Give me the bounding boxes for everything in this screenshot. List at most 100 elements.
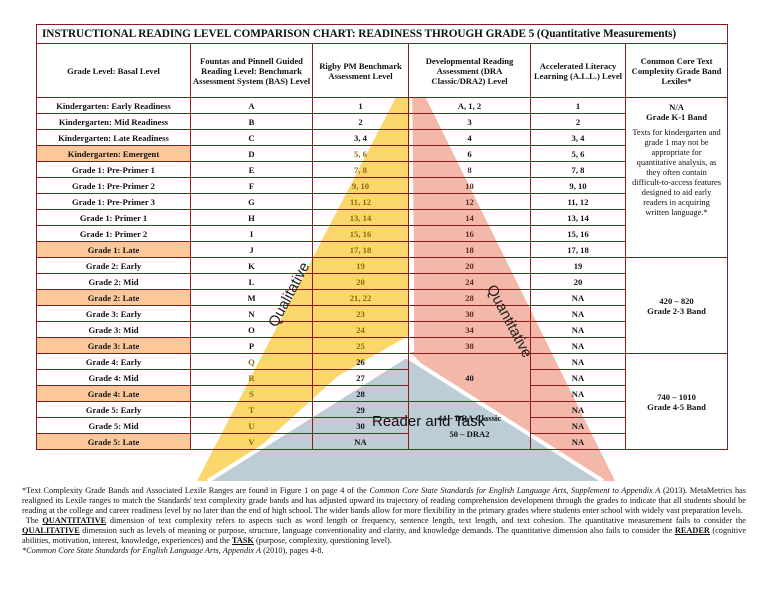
grade-level-cell: Kindergarten: Emergent — [36, 145, 191, 162]
dra-cell: 12 — [408, 193, 531, 210]
rigby-cell: NA — [312, 433, 409, 450]
grade-level-cell: Grade 4: Early — [36, 353, 191, 370]
dra-cell: 24 — [408, 273, 531, 290]
dra-cell: 20 — [408, 257, 531, 274]
fountas-pinnell-cell: F — [190, 177, 313, 194]
lexile-g23-band: Grade 2-3 Band — [647, 305, 706, 316]
dra-cell: 16 — [408, 225, 531, 242]
grade-level-cell: Kindergarten: Early Readiness — [36, 97, 191, 114]
rigby-cell: 5, 6 — [312, 145, 409, 162]
all-cell: NA — [530, 353, 626, 370]
rigby-cell: 27 — [312, 369, 409, 386]
grade-level-cell: Grade 1: Pre-Primer 3 — [36, 193, 191, 210]
grade-level-cell: Grade 3: Late — [36, 337, 191, 354]
footnotes: *Text Complexity Grade Bands and Associa… — [22, 486, 746, 556]
all-cell: 9, 10 — [530, 177, 626, 194]
all-cell: NA — [530, 417, 626, 434]
grade-level-cell: Kindergarten: Mid Readiness — [36, 113, 191, 130]
grade-level-cell: Kindergarten: Late Readiness — [36, 129, 191, 146]
grade-level-cell: Grade 5: Late — [36, 433, 191, 450]
table-row: Grade 1: Pre-Primer 3 G 11, 12 12 11, 12 — [36, 193, 728, 210]
table-row: Kindergarten: Emergent D 5, 6 6 5, 6 — [36, 145, 728, 162]
all-cell: 15, 16 — [530, 225, 626, 242]
lexile-k1-na: N/A — [669, 102, 684, 112]
lexile-k1-note: Texts for kindergarten and grade 1 may n… — [632, 128, 721, 217]
all-cell: 11, 12 — [530, 193, 626, 210]
lexile-g23-range: 420 – 820 — [659, 295, 694, 306]
fountas-pinnell-cell: D — [190, 145, 313, 162]
rigby-cell: 1 — [312, 97, 409, 114]
table-row: Grade 5: Late V NA NA — [36, 433, 728, 450]
grade-level-cell: Grade 2: Early — [36, 257, 191, 274]
fountas-pinnell-cell: H — [190, 209, 313, 226]
grade-level-cell: Grade 1: Primer 2 — [36, 225, 191, 242]
footnote-quantitative: The QUANTITATIVE dimension of text compl… — [22, 516, 746, 545]
all-cell: 5, 6 — [530, 145, 626, 162]
table-row: Grade 4: Early Q 26 40 NA 740 – 1010 Grade 4-5… — [36, 353, 729, 450]
lexile-g45-cell: 740 – 1010 Grade 4-5 Band — [624, 353, 729, 450]
dra-grade5-dra2: 50 – DRA2 — [449, 428, 490, 439]
table-row: Kindergarten: Mid Readiness B 2 3 2 — [36, 113, 728, 130]
header-grade-level: Grade Level: Basal Level — [36, 43, 191, 98]
fountas-pinnell-cell: B — [190, 113, 313, 130]
fountas-pinnell-cell: A — [190, 97, 313, 114]
grade-level-cell: Grade 5: Mid — [36, 417, 191, 434]
grade-level-cell: Grade 5: Early — [36, 401, 191, 418]
table-row: Grade 3: Late P 25 38 NA — [36, 337, 728, 354]
footnote-lexile: *Text Complexity Grade Bands and Associa… — [22, 486, 747, 515]
fountas-pinnell-cell: J — [190, 241, 313, 258]
grade-level-cell: Grade 3: Early — [36, 305, 191, 322]
reader-task-label: Reader and Task — [372, 413, 486, 430]
all-cell: 19 — [530, 257, 626, 274]
fountas-pinnell-cell: T — [190, 401, 313, 418]
header-ccss-lexiles: Common Core Text Complexity Grade Band L… — [624, 43, 729, 98]
rigby-cell: 19 — [312, 257, 409, 274]
all-cell: 7, 8 — [530, 161, 626, 178]
header-rigby: Rigby PM Benchmark Assessment Level — [312, 43, 409, 98]
all-cell: 17, 18 — [530, 241, 626, 258]
lexile-g23-cell: 420 – 820 Grade 2-3 Band — [624, 257, 729, 354]
all-cell: 1 — [530, 97, 626, 114]
table-row: Grade 2: Mid L 20 24 20 — [36, 273, 728, 290]
fountas-pinnell-cell: V — [190, 433, 313, 450]
fountas-pinnell-cell: S — [190, 385, 313, 402]
grade-level-cell: Grade 1: Late — [36, 241, 191, 258]
rigby-cell: 25 — [312, 337, 409, 354]
table-row: Grade 1: Pre-Primer 2 F 9, 10 10 9, 10 — [36, 177, 728, 194]
fountas-pinnell-cell: N — [190, 305, 313, 322]
dra-grade4-cell: 40 — [408, 353, 531, 402]
dra-cell: 18 — [408, 241, 531, 258]
all-cell: NA — [530, 321, 626, 338]
chart-title: INSTRUCTIONAL READING LEVEL COMPARISON C… — [35, 24, 729, 44]
rigby-cell: 21, 22 — [312, 289, 409, 306]
grade-level-cell: Grade 3: Mid — [36, 321, 191, 338]
fountas-pinnell-cell: U — [190, 417, 313, 434]
all-cell: NA — [530, 289, 626, 306]
grade-level-cell: Grade 1: Pre-Primer 1 — [36, 161, 191, 178]
lexile-g45-range: 740 – 1010 — [657, 391, 696, 402]
table-row: Grade 1: Late J 17, 18 18 17, 18 — [36, 241, 728, 258]
fountas-pinnell-cell: E — [190, 161, 313, 178]
rigby-cell: 17, 18 — [312, 241, 409, 258]
header-all: Accelerated Literacy Learning (A.L.L.) L… — [530, 43, 626, 98]
fountas-pinnell-cell: Q — [190, 353, 313, 370]
dra-cell: 14 — [408, 209, 531, 226]
all-cell: NA — [530, 401, 626, 418]
grade-level-cell: Grade 1: Pre-Primer 2 — [36, 177, 191, 194]
header-dra: Developmental Reading Assessment (DRA Cl… — [408, 43, 531, 98]
fountas-pinnell-cell: G — [190, 193, 313, 210]
dra-cell: 3 — [408, 113, 531, 130]
lexile-k1-cell: N/A Grade K-1 Band Texts for kindergarten … — [624, 97, 729, 258]
dra-cell: 10 — [408, 177, 531, 194]
all-cell: NA — [530, 369, 626, 386]
dra-cell: 28 — [408, 289, 531, 306]
rigby-cell: 20 — [312, 273, 409, 290]
all-cell: NA — [530, 385, 626, 402]
table-row: Kindergarten: Late Readiness C 3, 4 4 3, 4 — [36, 129, 728, 146]
fountas-pinnell-cell: P — [190, 337, 313, 354]
grade-level-cell: Grade 4: Mid — [36, 369, 191, 386]
all-cell: 2 — [530, 113, 626, 130]
table-row: Grade 2: Early K 19 20 19 420 – 820 Grade 2-3 … — [36, 257, 729, 354]
footnote-source: *Common Core State Standards for English… — [22, 546, 324, 555]
